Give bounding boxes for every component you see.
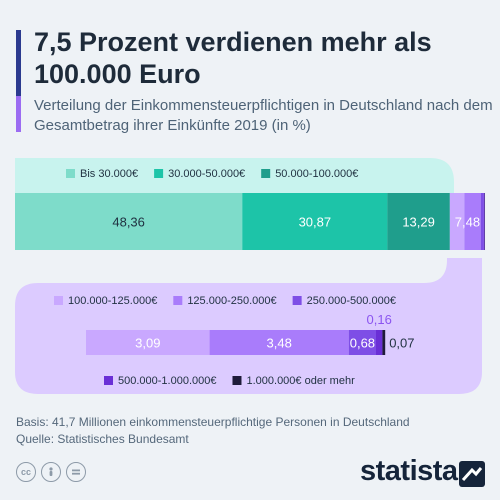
statista-logo[interactable]: statista bbox=[360, 455, 458, 487]
title-accent-bar bbox=[16, 30, 21, 132]
legend-swatch bbox=[104, 376, 113, 385]
bar-value-label: 30,87 bbox=[299, 215, 332, 230]
zoom-bar-callout-label: 0,07 bbox=[389, 336, 414, 351]
bar-segment bbox=[449, 193, 465, 250]
statista-logo-mark bbox=[459, 461, 485, 487]
bar-segment bbox=[387, 193, 450, 250]
basis-note: Basis: 41,7 Millionen einkommensteuerpfl… bbox=[16, 415, 410, 429]
zoom-bar-value-label: 3,09 bbox=[135, 336, 160, 351]
lower-band bbox=[15, 258, 482, 394]
equals-icon[interactable] bbox=[66, 462, 86, 482]
legend-label: 50.000-100.000€ bbox=[275, 168, 358, 180]
source-note: Quelle: Statistisches Bundesamt bbox=[16, 432, 189, 446]
legend-swatch bbox=[292, 296, 302, 305]
page-subtitle: Verteilung der Einkommensteuerpflichtige… bbox=[34, 97, 493, 134]
income-distribution-chart: Bis 30.000€ 30.000-50.000€ 50.000-100.000€… bbox=[15, 158, 485, 394]
group-total-label: 7,48 bbox=[455, 215, 480, 230]
bar-segment bbox=[242, 193, 388, 250]
zoom-bar-segment bbox=[348, 330, 376, 355]
legend-swatch bbox=[232, 376, 242, 385]
bar-segment bbox=[480, 193, 484, 250]
zoom-bar-value-label: 0,68 bbox=[350, 336, 375, 351]
zoom-bar-segment bbox=[209, 330, 349, 355]
legend-label: 125.000-250.000€ bbox=[187, 295, 276, 307]
chart-footer: Basis: 41,7 Millionen einkommensteuerpfl… bbox=[16, 414, 410, 448]
legend-swatch bbox=[173, 296, 183, 305]
zoom-bar-segment bbox=[382, 330, 386, 355]
cc-icon[interactable]: cc bbox=[16, 462, 36, 482]
zoom-bar-segment bbox=[86, 330, 210, 355]
legend-label: Bis 30.000€ bbox=[80, 168, 138, 180]
legend-swatch bbox=[154, 169, 164, 178]
person-icon[interactable] bbox=[41, 462, 61, 482]
legend-label: 500.000-1.000.000€ bbox=[118, 375, 216, 387]
legend-swatch bbox=[66, 169, 75, 178]
bar-segment bbox=[483, 193, 485, 250]
zoom-bar-value-label: 3,48 bbox=[267, 336, 292, 351]
legend-label: 100.000-125.000€ bbox=[68, 295, 157, 307]
bar-value-label: 48,36 bbox=[112, 215, 145, 230]
legend-label: 1.000.000€ oder mehr bbox=[246, 375, 355, 387]
legend-swatch bbox=[261, 169, 271, 178]
legend-label: 30.000-50.000€ bbox=[168, 168, 245, 180]
bar-segment bbox=[15, 193, 243, 250]
legend-swatch bbox=[54, 296, 63, 305]
bar-value-label: 13,29 bbox=[402, 215, 435, 230]
zoom-bar-segment bbox=[376, 330, 383, 355]
bar-segment bbox=[464, 193, 481, 250]
zoom-bar-callout-label: 0,16 bbox=[367, 312, 392, 327]
page-title: 7,5 Prozent verdienen mehr als 100.000 E… bbox=[34, 27, 432, 89]
legend-label: 250.000-500.000€ bbox=[307, 295, 396, 307]
